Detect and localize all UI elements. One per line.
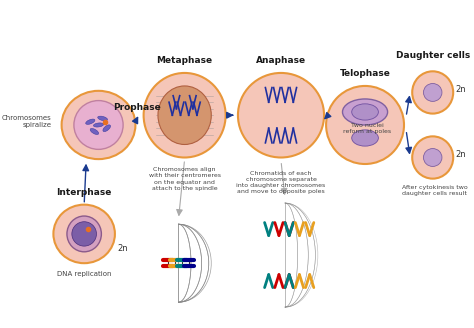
Ellipse shape bbox=[72, 222, 97, 246]
Text: After cytokinesis two
daughter cells result: After cytokinesis two daughter cells res… bbox=[402, 185, 468, 196]
Ellipse shape bbox=[423, 149, 442, 166]
Text: Chromosomes
spiralize: Chromosomes spiralize bbox=[1, 115, 51, 128]
Ellipse shape bbox=[412, 71, 453, 113]
Ellipse shape bbox=[326, 86, 404, 164]
Ellipse shape bbox=[90, 129, 99, 134]
Ellipse shape bbox=[352, 130, 378, 146]
Ellipse shape bbox=[62, 91, 136, 159]
Ellipse shape bbox=[67, 216, 101, 252]
Text: Daughter cells: Daughter cells bbox=[396, 51, 470, 60]
Text: Metaphase: Metaphase bbox=[156, 56, 213, 65]
Ellipse shape bbox=[423, 84, 442, 101]
Ellipse shape bbox=[352, 104, 378, 120]
Ellipse shape bbox=[98, 116, 108, 121]
Text: DNA replication: DNA replication bbox=[57, 271, 111, 277]
Ellipse shape bbox=[238, 73, 324, 157]
Ellipse shape bbox=[54, 205, 115, 263]
Text: Anaphase: Anaphase bbox=[256, 56, 306, 65]
Text: Two nuclei
reform at poles: Two nuclei reform at poles bbox=[343, 123, 391, 134]
Text: Prophase: Prophase bbox=[113, 103, 161, 112]
Ellipse shape bbox=[412, 136, 453, 179]
Ellipse shape bbox=[93, 123, 104, 127]
Text: 2n: 2n bbox=[455, 150, 466, 159]
Text: Chromosomes align
with their centromeres
on the equator and
attach to the spindl: Chromosomes align with their centromeres… bbox=[149, 167, 220, 191]
Ellipse shape bbox=[74, 101, 123, 149]
Ellipse shape bbox=[86, 119, 95, 124]
Text: Chromatids of each
chromosome separate
into daughter chromosomes
and move to opp: Chromatids of each chromosome separate i… bbox=[237, 171, 326, 194]
Ellipse shape bbox=[103, 125, 110, 132]
Text: Interphase: Interphase bbox=[56, 188, 112, 196]
Text: 2n: 2n bbox=[117, 244, 128, 253]
Text: Telophase: Telophase bbox=[339, 69, 391, 78]
Ellipse shape bbox=[343, 99, 388, 125]
Ellipse shape bbox=[158, 86, 211, 145]
Ellipse shape bbox=[144, 73, 226, 157]
Text: 2n: 2n bbox=[455, 85, 466, 94]
